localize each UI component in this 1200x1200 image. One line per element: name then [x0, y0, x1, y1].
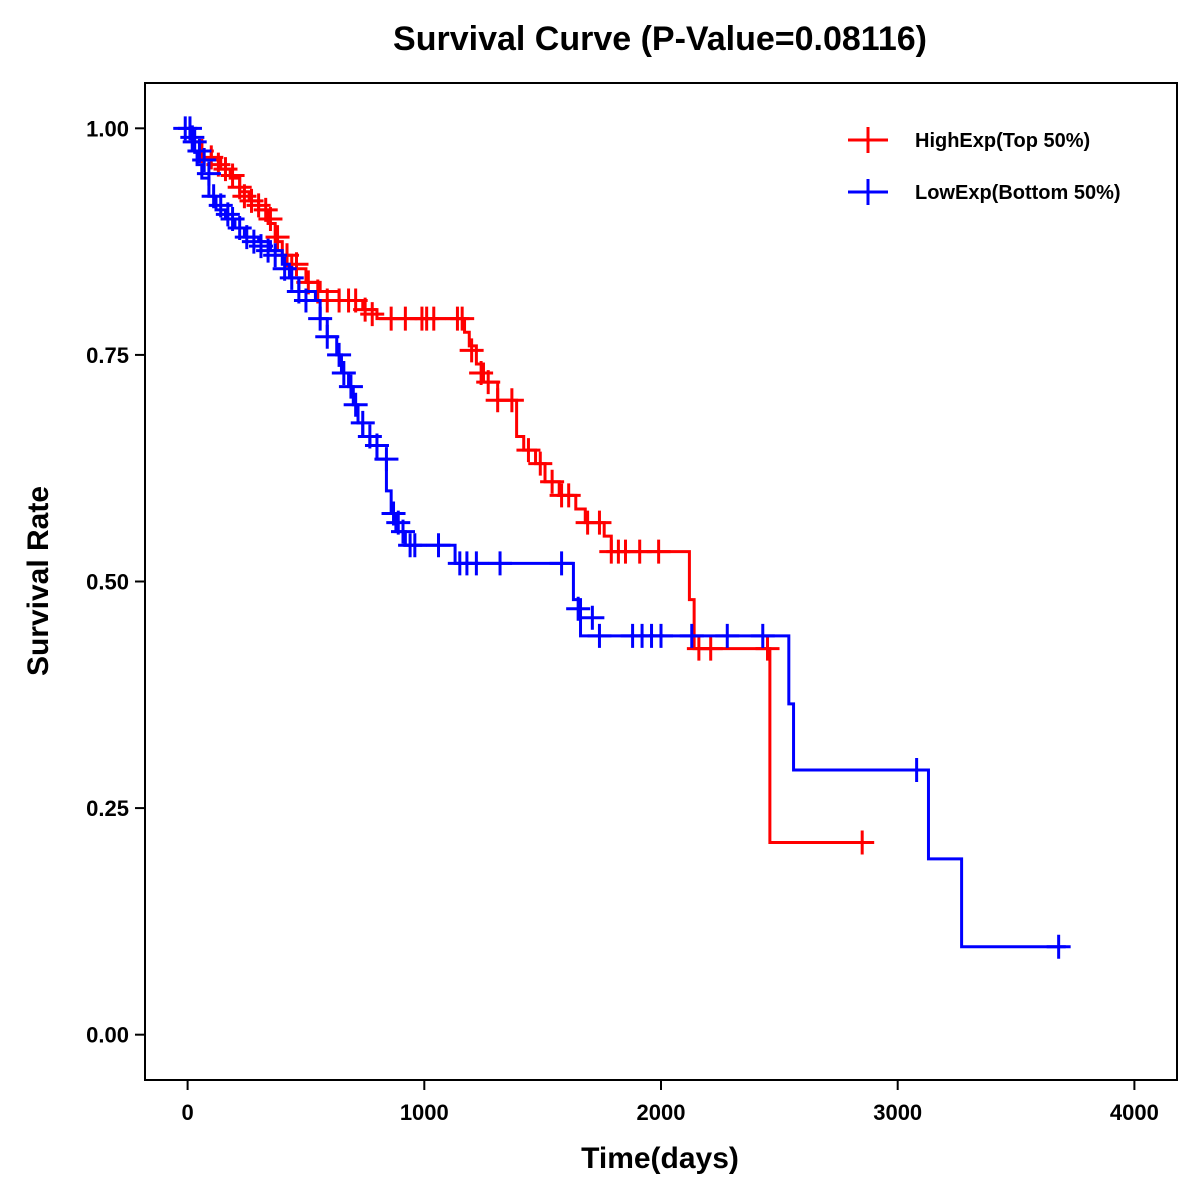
censor-mark	[338, 374, 363, 399]
legend-label: LowExp(Bottom 50%)	[915, 182, 1121, 204]
censor-mark	[464, 551, 489, 576]
censor-mark	[350, 410, 375, 435]
censor-mark	[556, 483, 581, 508]
censor-mark	[180, 125, 205, 150]
censor-mark	[679, 623, 704, 648]
censor-mark	[580, 605, 605, 630]
censor-mark	[755, 636, 780, 661]
censor-mark	[1046, 934, 1071, 959]
x-tick-label: 1000	[400, 1100, 449, 1125]
censor-mark	[904, 758, 929, 783]
censor-mark	[476, 370, 501, 395]
y-tick-label: 0.25	[86, 796, 129, 821]
censor-mark	[315, 324, 340, 349]
legend-swatch	[848, 179, 888, 205]
y-tick-label: 0.00	[86, 1023, 129, 1048]
legend-swatch	[848, 127, 888, 153]
chart-title: Survival Curve (P-Value=0.08116)	[393, 20, 927, 58]
censor-mark	[421, 306, 446, 331]
censor-mark	[279, 265, 304, 290]
censor-mark	[263, 243, 288, 268]
censor-mark	[331, 361, 356, 386]
censor-mark	[192, 148, 217, 173]
x-axis: 0 1000 2000 3000 4000	[181, 1080, 1159, 1125]
censor-mark	[499, 388, 524, 413]
censor-mark	[402, 533, 427, 558]
legend: HighExp(Top 50%) LowExp(Bottom 50%)	[848, 127, 1121, 205]
x-axis-label: Time(days)	[581, 1142, 739, 1175]
censor-mark	[258, 206, 283, 231]
y-axis-label: Survival Rate	[22, 486, 55, 676]
y-axis: 0.00 0.25 0.50 0.75 1.00	[86, 116, 145, 1048]
censor-mark	[587, 510, 612, 535]
censor-mark	[516, 438, 541, 463]
series-1	[173, 116, 1071, 959]
censor-mark	[566, 596, 591, 621]
censor-mark	[549, 551, 574, 576]
censor-mark	[374, 447, 399, 472]
censor-mark	[364, 433, 389, 458]
censor-mark	[360, 302, 385, 327]
censor-mark	[327, 342, 352, 367]
censor-mark	[343, 392, 368, 417]
censor-mark	[649, 623, 673, 648]
censor-mark	[391, 519, 415, 544]
censor-mark	[528, 451, 553, 476]
y-tick-label: 0.50	[86, 570, 129, 595]
series-layer	[173, 116, 1071, 959]
censor-mark	[715, 623, 740, 648]
censor-mark	[540, 469, 565, 494]
censor-mark	[215, 202, 240, 227]
y-tick-label: 1.00	[86, 116, 129, 141]
censor-mark	[450, 306, 475, 331]
censor-mark	[426, 533, 451, 558]
censor-mark	[196, 161, 221, 186]
censor-mark	[698, 636, 723, 661]
censor-mark	[459, 338, 484, 363]
x-tick-label: 3000	[873, 1100, 922, 1125]
legend-label: HighExp(Top 50%)	[915, 130, 1090, 152]
x-tick-label: 2000	[637, 1100, 686, 1125]
x-tick-label: 0	[181, 1100, 193, 1125]
censor-mark	[265, 225, 290, 250]
plot-frame	[144, 82, 1178, 1081]
censor-mark	[488, 551, 513, 576]
x-tick-label: 4000	[1110, 1100, 1159, 1125]
censor-mark	[293, 288, 318, 313]
censor-mark	[750, 623, 775, 648]
censor-mark	[850, 830, 875, 855]
censor-mark	[308, 306, 333, 331]
censor-mark	[646, 539, 671, 564]
y-tick-label: 0.75	[86, 343, 129, 368]
censor-mark	[587, 623, 612, 648]
